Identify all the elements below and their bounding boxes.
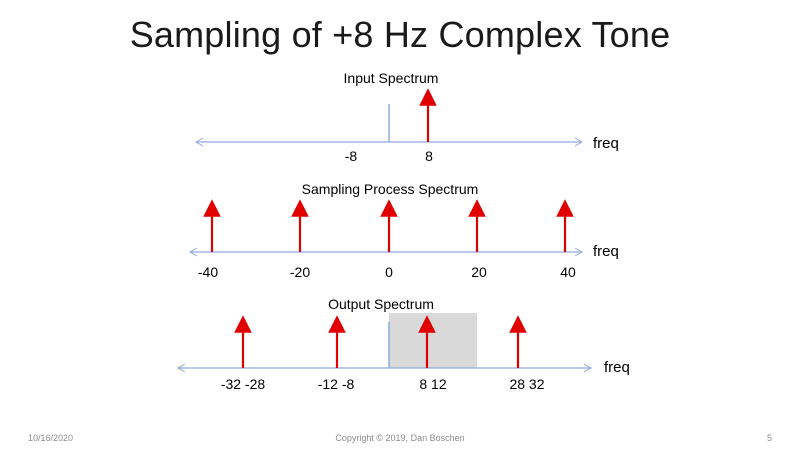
freq-axis-label: freq — [593, 243, 619, 260]
tick-label: 8 — [425, 148, 433, 164]
tick-label: -32 -28 — [221, 376, 266, 392]
tick-label: 40 — [560, 264, 576, 280]
axis-right-arrow-icon — [574, 137, 584, 147]
axis-right-arrow-icon — [574, 247, 584, 257]
footer-date: 10/16/2020 — [28, 433, 74, 443]
tick-label: -40 — [198, 264, 218, 280]
tick-label: 20 — [471, 264, 487, 280]
input-spectrum-panel: Input Spectrum -8 8 freq — [194, 70, 619, 164]
axis-right-arrow-icon — [583, 363, 593, 373]
axis-left-arrow-icon — [176, 363, 186, 373]
tick-label: 0 — [385, 264, 393, 280]
tick-label: -12 -8 — [318, 376, 355, 392]
footer-page-number: 5 — [766, 433, 772, 443]
slide-title: Sampling of +8 Hz Complex Tone — [129, 14, 671, 55]
output-spectrum-label: Output Spectrum — [328, 296, 434, 312]
tick-label: 28 32 — [509, 376, 544, 392]
passband-highlight — [389, 313, 477, 368]
axis-left-arrow-icon — [188, 247, 198, 257]
axis-left-arrow-icon — [194, 137, 204, 147]
sampling-spectrum-panel: Sampling Process Spectrum -40 -20 0 20 4… — [188, 181, 619, 280]
tick-label: -20 — [290, 264, 310, 280]
freq-axis-label: freq — [604, 359, 630, 376]
tick-label: -8 — [345, 148, 358, 164]
freq-axis-label: freq — [593, 135, 619, 152]
input-spectrum-label: Input Spectrum — [344, 70, 439, 86]
sampling-spectrum-label: Sampling Process Spectrum — [302, 181, 479, 197]
tick-label: 8 12 — [419, 376, 446, 392]
footer-copyright: Copyright © 2019, Dan Boschen — [335, 433, 465, 443]
output-spectrum-panel: Output Spectrum -32 -28 -12 -8 8 12 28 3… — [176, 296, 630, 392]
